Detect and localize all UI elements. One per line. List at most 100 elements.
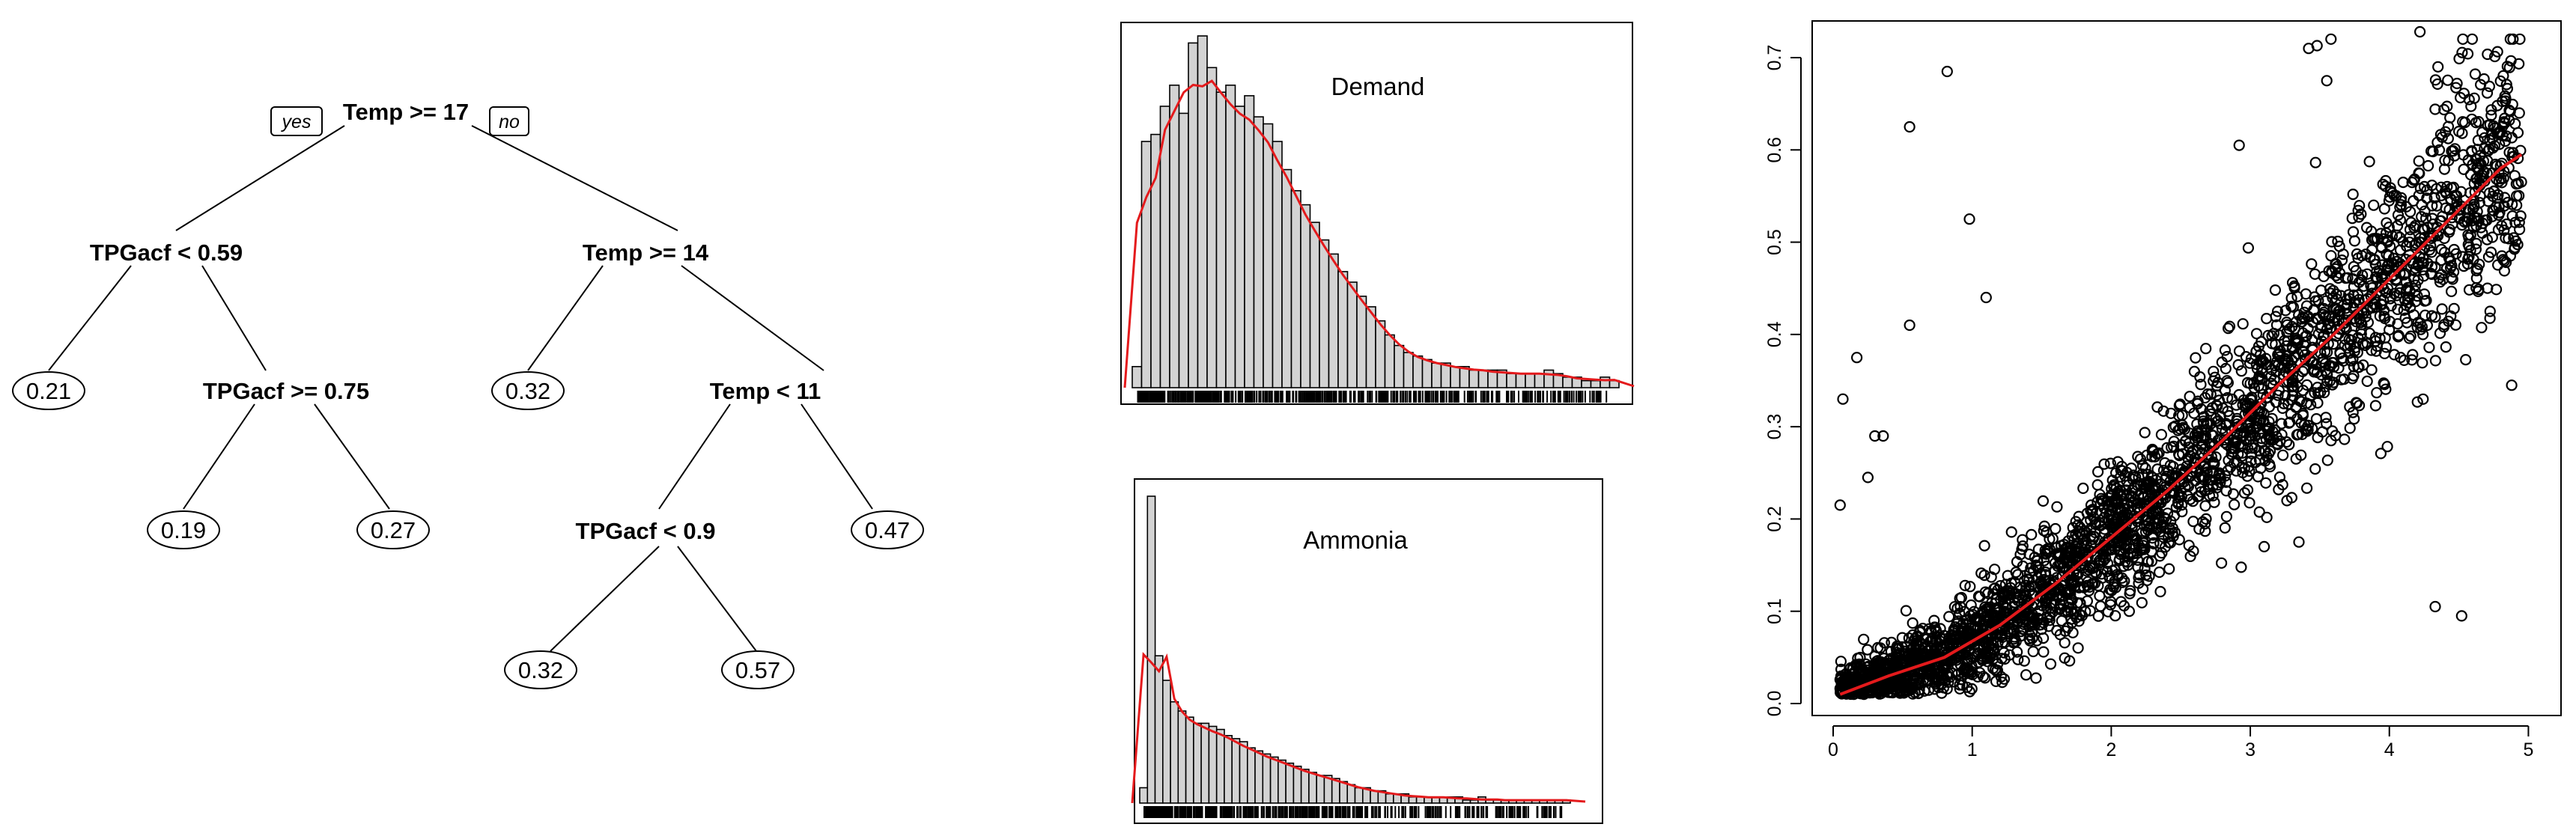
scatter-point <box>2023 548 2035 561</box>
scatter-point <box>2513 216 2525 228</box>
tree-node-split: Temp >= 14 <box>583 240 709 266</box>
scatter-point <box>2510 178 2522 190</box>
scatter-point <box>2192 430 2205 442</box>
scatter-point <box>2348 260 2360 272</box>
histogram-demand: Demand <box>1120 22 1635 405</box>
scatter-point <box>1975 567 1987 579</box>
scatter-point <box>2515 210 2527 222</box>
scatter-point <box>2470 237 2482 249</box>
scatter-point <box>2355 274 2367 286</box>
scatter-point <box>2312 387 2324 400</box>
scatter-point <box>2256 354 2268 366</box>
scatter-point <box>2032 561 2045 573</box>
scatter-point <box>2191 432 2203 444</box>
tree-labels: yes no Temp >= 17 TPGacf < 0.59 Temp >= … <box>12 99 924 689</box>
scatter-point <box>1929 621 1941 633</box>
tree-leaf <box>147 510 220 549</box>
tree-leaf-value: 0.57 <box>735 657 780 683</box>
scatter-point <box>2487 204 2499 216</box>
scatter-point <box>2227 488 2239 500</box>
scatter-point <box>2470 272 2482 284</box>
scatter-point <box>2434 276 2446 288</box>
scatter-point <box>2214 472 2226 484</box>
scatter-point <box>2270 396 2282 409</box>
scatter-point-outlier <box>1862 472 1874 483</box>
scatter-point <box>2470 117 2482 129</box>
y-tick-label: 0.3 <box>1764 414 1785 440</box>
histogram-bar <box>1215 728 1225 804</box>
histogram-bar <box>1154 655 1164 804</box>
scatter-point <box>2366 282 2378 294</box>
scatter-point <box>2077 482 2089 495</box>
scatter-point <box>2253 454 2265 466</box>
scatter-point <box>2436 303 2448 315</box>
scatter-point <box>2173 449 2185 462</box>
histogram-bar <box>1177 710 1187 804</box>
scatter-point <box>2148 537 2160 550</box>
scatter-point <box>1987 639 1999 651</box>
tree-node-split: Temp < 11 <box>710 378 821 404</box>
scatter-point <box>2407 349 2419 361</box>
scatter-point <box>2488 185 2500 197</box>
scatter-point-outlier <box>2506 379 2518 391</box>
scatter-point <box>2183 540 2195 552</box>
scatter-point <box>2092 479 2103 491</box>
scatter-point <box>2139 427 2151 439</box>
scatter-point <box>2475 222 2487 234</box>
scatter-point <box>2232 359 2244 371</box>
scatter-point <box>2405 330 2416 342</box>
scatter-point <box>2366 364 2378 376</box>
scatter-point <box>2406 177 2418 189</box>
scatter-point <box>2325 435 2337 447</box>
y-tick-label: 0.6 <box>1764 137 1785 163</box>
scatter-point <box>2092 466 2104 478</box>
tree-leaf <box>504 650 577 689</box>
histogram-ammonia: Ammonia <box>1131 478 1603 824</box>
scatter-point <box>2151 463 2163 475</box>
scatter-point <box>2229 431 2241 443</box>
scatter-point <box>2291 412 2303 425</box>
no-badge <box>489 106 529 136</box>
scatter-point <box>2136 460 2149 472</box>
scatter-point <box>2260 477 2272 489</box>
scatter-point <box>2070 528 2082 540</box>
scatter-point <box>2413 155 2425 167</box>
scatter-point-outlier <box>1904 120 1916 133</box>
scatter-point <box>2416 357 2428 369</box>
y-tick-label: 0.0 <box>1764 691 1785 717</box>
scatter-point <box>2026 528 2038 541</box>
scatter-point <box>1982 653 1994 665</box>
scatter-point <box>1920 674 1932 686</box>
histogram-bar <box>1225 85 1236 388</box>
scatter-point <box>1910 638 1922 650</box>
scatter-point <box>2154 550 2166 562</box>
scatter-point <box>2428 192 2440 204</box>
scatter-point <box>2448 266 2460 278</box>
scatter-point <box>2310 412 2322 425</box>
scatter-point <box>2002 570 2014 582</box>
scatter-point <box>2281 317 2293 329</box>
scatter-point <box>2429 103 2441 115</box>
scatter-point <box>2132 497 2144 509</box>
scatter-point <box>2425 145 2437 157</box>
scatter-point <box>2369 335 2381 347</box>
scatter-point <box>2154 525 2166 537</box>
scatter-point <box>2471 206 2483 218</box>
scatter-point <box>1872 641 1884 654</box>
scatter-point <box>2219 344 2231 356</box>
histogram-bar <box>1506 373 1517 388</box>
scatter-point <box>2020 669 2032 681</box>
scatter-point <box>1924 664 1936 676</box>
scatter-point <box>1966 668 1978 681</box>
scatter-point <box>2028 611 2040 623</box>
scatter-point <box>2253 341 2264 353</box>
scatter-point <box>2249 442 2261 454</box>
scatter-point <box>2173 400 2185 412</box>
scatter-point <box>1835 656 1847 668</box>
scatter-point <box>2388 349 2400 361</box>
scatter-point <box>1992 601 2004 614</box>
scatter-point <box>2394 214 2406 226</box>
x-tick-label: 2 <box>2106 739 2116 760</box>
scatter-point <box>1990 665 2003 677</box>
